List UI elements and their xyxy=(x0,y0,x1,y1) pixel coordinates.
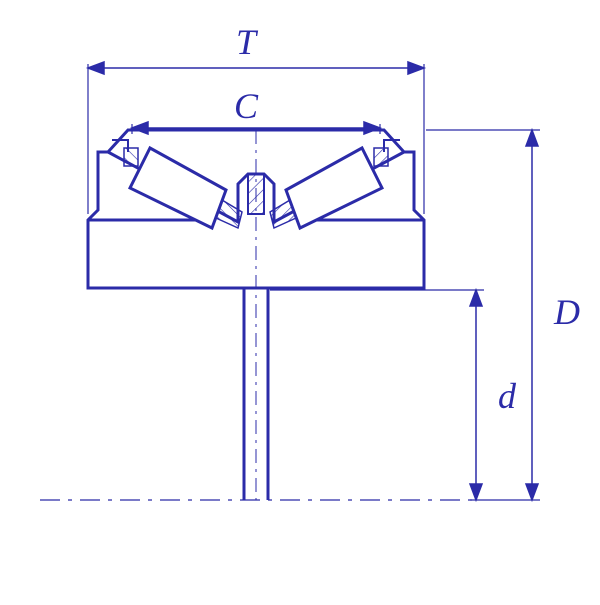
dimension-lines xyxy=(88,62,538,500)
label-C: C xyxy=(234,86,259,126)
label-T: T xyxy=(236,22,259,62)
label-D: D xyxy=(553,292,580,332)
bearing-cross-section-diagram: T C D d xyxy=(0,0,600,600)
label-d: d xyxy=(498,376,517,416)
